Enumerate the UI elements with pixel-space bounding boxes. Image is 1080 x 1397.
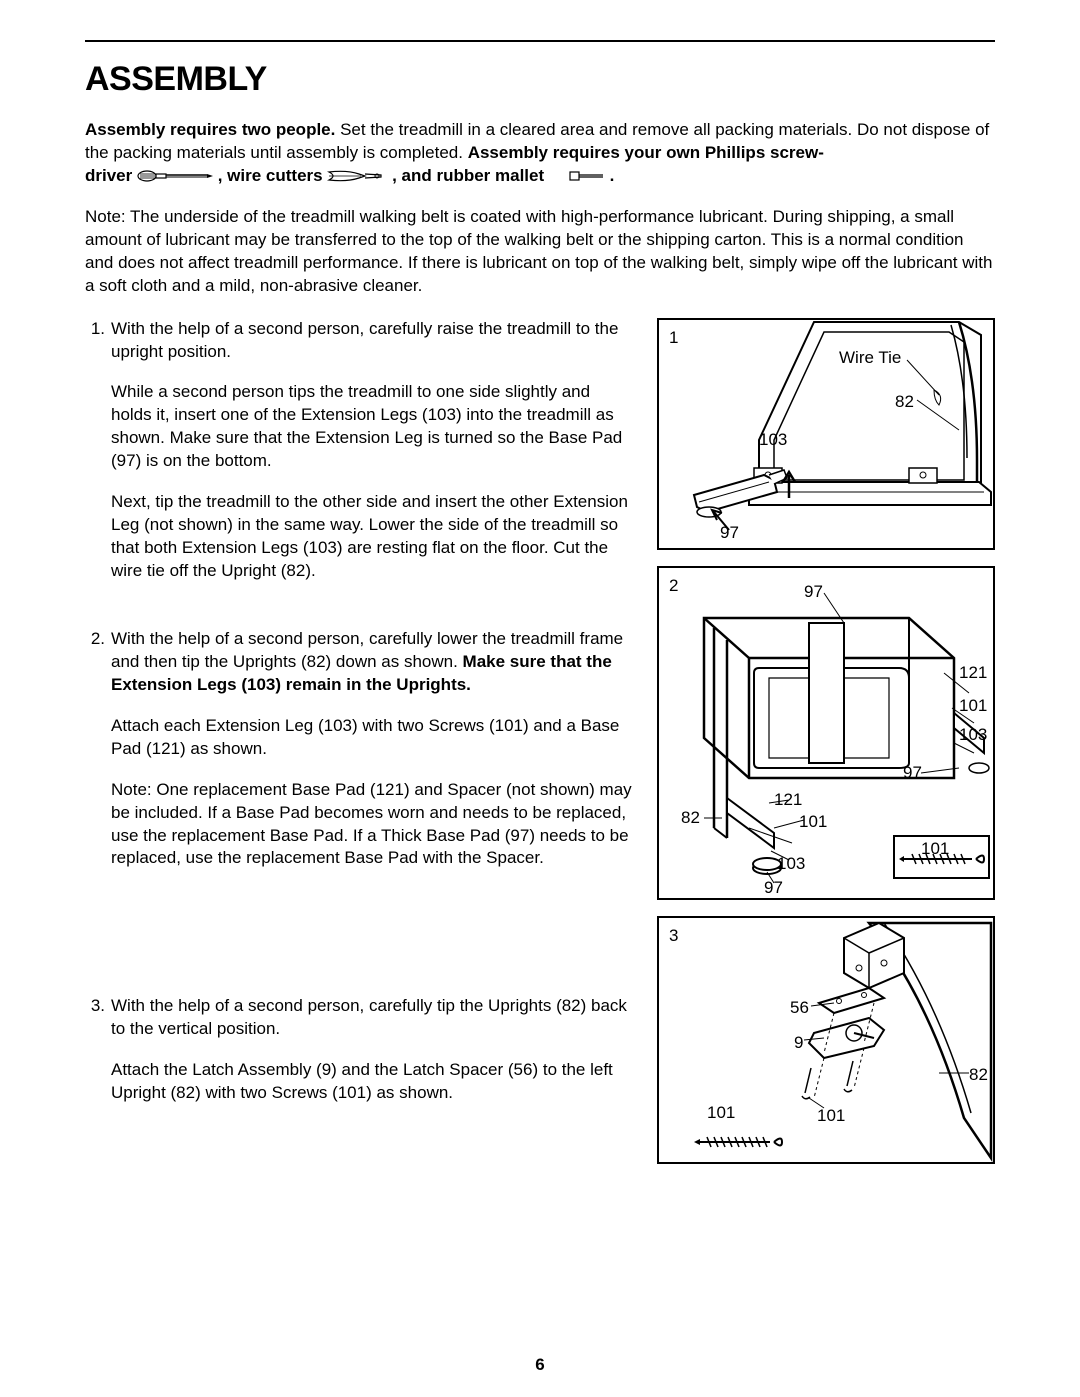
mallet-icon (569, 169, 605, 183)
step-3-body: With the help of a second person, carefu… (111, 995, 632, 1105)
figure-1-svg (659, 320, 993, 548)
fig2-label-101c: 101 (921, 839, 949, 859)
fig2-label-101a: 101 (959, 696, 987, 716)
note-paragraph: Note: The underside of the treadmill wal… (85, 206, 995, 298)
figure-1-number: 1 (669, 328, 678, 348)
content-columns: 1. With the help of a second person, car… (85, 318, 995, 1164)
fig1-label-103: 103 (759, 430, 787, 450)
fig3-label-56: 56 (790, 998, 809, 1018)
step-1-p1: With the help of a second person, carefu… (111, 318, 632, 364)
step-3-number: 3. (85, 995, 111, 1105)
step-3-p1: With the help of a second person, carefu… (111, 995, 632, 1041)
fig1-label-97: 97 (720, 523, 739, 543)
page-title: ASSEMBLY (85, 60, 995, 99)
fig3-label-82: 82 (969, 1065, 988, 1085)
fig1-label-wiretie: Wire Tie (839, 348, 901, 368)
figure-2-number: 2 (669, 576, 678, 596)
step-3-p2: Attach the Latch Assembly (9) and the La… (111, 1059, 632, 1105)
intro-bold-e: . (610, 166, 615, 185)
spacer (85, 583, 632, 628)
fig3-label-101b: 101 (817, 1106, 845, 1126)
wire-cutters-icon (327, 168, 387, 184)
fig2-label-97b: 97 (903, 763, 922, 783)
fig2-label-101b: 101 (799, 812, 827, 832)
fig3-label-101a: 101 (707, 1103, 735, 1123)
step-1: 1. With the help of a second person, car… (85, 318, 632, 583)
spacer (85, 870, 632, 995)
step-2-p1: With the help of a second person, carefu… (111, 628, 632, 697)
fig2-label-121b: 121 (774, 790, 802, 810)
step-1-p3: Next, tip the treadmill to the other sid… (111, 491, 632, 583)
fig2-label-121a: 121 (959, 663, 987, 683)
intro-bold-d: , and rubber mallet (392, 166, 544, 185)
fig2-label-97c: 97 (764, 878, 783, 898)
figure-1: 1 (657, 318, 995, 550)
step-2-p3: Note: One replacement Base Pad (121) and… (111, 779, 632, 871)
fig1-label-82: 82 (895, 392, 914, 412)
step-1-number: 1. (85, 318, 111, 583)
intro-bold-a: Assembly requires your own Phillips scre… (468, 143, 824, 162)
left-column: 1. With the help of a second person, car… (85, 318, 637, 1164)
figure-2: 2 (657, 566, 995, 900)
fig3-label-9: 9 (794, 1033, 803, 1053)
right-column: 1 (657, 318, 995, 1164)
intro-bold-b: driver (85, 166, 137, 185)
intro-lead: Assembly requires two people. (85, 120, 335, 139)
fig2-label-97a: 97 (804, 582, 823, 602)
step-2-p2: Attach each Extension Leg (103) with two… (111, 715, 632, 761)
fig2-label-103a: 103 (959, 725, 987, 745)
figure-3-number: 3 (669, 926, 678, 946)
step-2-body: With the help of a second person, carefu… (111, 628, 632, 870)
horizontal-rule (85, 40, 995, 42)
fig2-label-82: 82 (681, 808, 700, 828)
fig2-label-103b: 103 (777, 854, 805, 874)
figure-3: 3 (657, 916, 995, 1164)
step-1-p2: While a second person tips the treadmill… (111, 381, 632, 473)
screwdriver-icon (137, 169, 213, 183)
step-3: 3. With the help of a second person, car… (85, 995, 632, 1105)
step-1-body: With the help of a second person, carefu… (111, 318, 632, 583)
intro-paragraph: Assembly requires two people. Set the tr… (85, 119, 995, 188)
step-2: 2. With the help of a second person, car… (85, 628, 632, 870)
page-number: 6 (0, 1355, 1080, 1375)
step-2-number: 2. (85, 628, 111, 870)
intro-bold-c: , wire cutters (218, 166, 328, 185)
